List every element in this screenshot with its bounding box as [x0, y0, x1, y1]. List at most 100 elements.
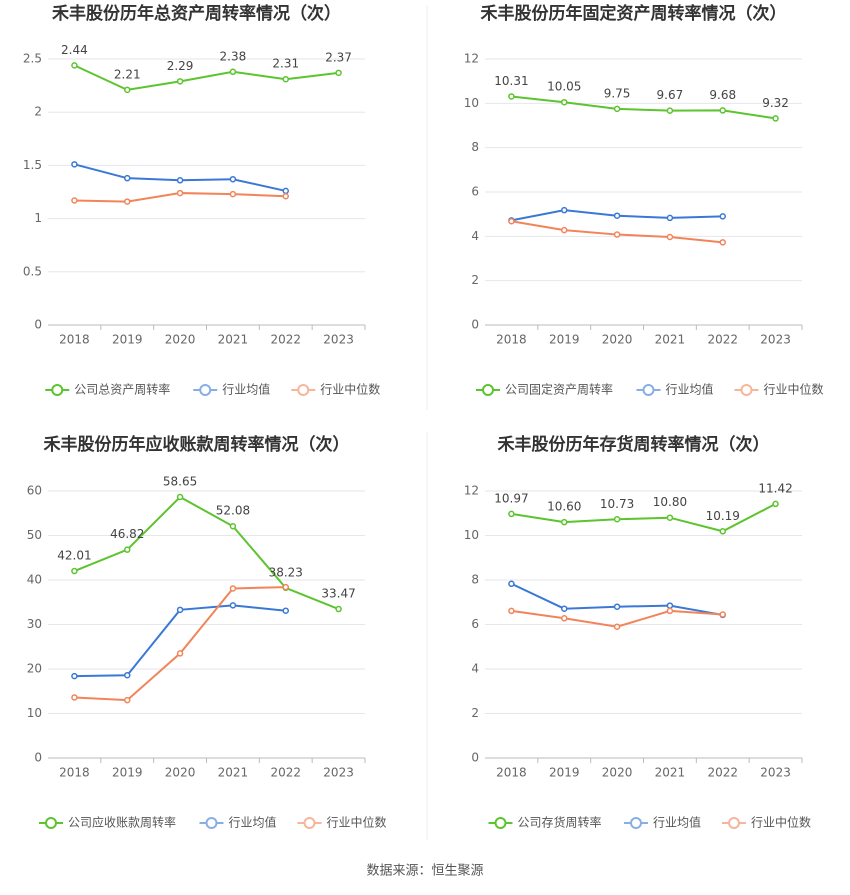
- x-tick-label: 2021: [655, 766, 686, 780]
- legend-label: 公司应收账款周转率: [68, 815, 176, 830]
- data-point: [229, 190, 237, 198]
- data-point: [666, 607, 674, 615]
- data-label: 10.80: [653, 495, 687, 509]
- data-label: 10.73: [600, 497, 634, 511]
- data-label: 33.47: [321, 587, 355, 601]
- x-tick-label: 2022: [707, 333, 738, 347]
- x-tick-label: 2020: [602, 333, 633, 347]
- data-label: 9.32: [762, 96, 789, 110]
- data-point: [71, 197, 78, 204]
- data-label: 10.19: [706, 509, 740, 523]
- data-point: [772, 500, 779, 508]
- x-tick-label: 2018: [59, 766, 90, 780]
- legend-marker: [51, 384, 64, 396]
- data-point: [508, 580, 515, 588]
- y-tick-label: 4: [471, 662, 479, 676]
- data-point: [124, 86, 131, 94]
- data-point: [666, 602, 674, 609]
- series-line: [74, 495, 339, 610]
- data-label: 46.82: [110, 527, 144, 541]
- data-label: 52.08: [216, 504, 250, 518]
- legend-marker: [199, 384, 212, 396]
- data-label: 10.31: [494, 74, 528, 88]
- x-tick-label: 2020: [165, 333, 196, 347]
- data-point: [561, 605, 568, 612]
- x-tick-label: 2021: [218, 333, 249, 347]
- y-tick-label: 2: [471, 706, 479, 720]
- data-point: [229, 175, 237, 183]
- y-tick-label: 20: [27, 662, 42, 676]
- data-label: 2.21: [114, 67, 141, 81]
- legend-marker: [297, 384, 310, 396]
- legend-label: 行业中位数: [320, 382, 380, 397]
- data-point: [719, 239, 726, 246]
- data-point: [229, 522, 237, 530]
- y-tick-label: 6: [471, 617, 479, 631]
- legend-marker: [303, 817, 316, 829]
- data-point: [124, 696, 131, 704]
- x-tick-label: 2023: [323, 766, 354, 780]
- y-tick-label: 0: [471, 751, 479, 765]
- y-tick-label: 12: [464, 52, 479, 66]
- x-tick-label: 2020: [165, 766, 196, 780]
- data-point: [508, 93, 515, 100]
- data-point: [508, 218, 515, 225]
- data-point: [124, 671, 131, 679]
- data-point: [124, 174, 131, 182]
- data-label: 42.01: [57, 549, 91, 563]
- data-point: [613, 105, 621, 113]
- data-point: [229, 585, 237, 592]
- data-point: [282, 583, 289, 591]
- y-tick-label: 2.5: [23, 52, 42, 66]
- data-point: [613, 516, 621, 523]
- y-tick-label: 40: [27, 573, 42, 587]
- data-point: [666, 107, 674, 114]
- chart-title: 禾丰股份历年应收账款周转率情况（次）: [44, 434, 350, 455]
- x-tick-label: 2023: [760, 333, 791, 347]
- data-point: [561, 98, 568, 106]
- chart-title: 禾丰股份历年总资产周转率情况（次）: [52, 3, 341, 24]
- legend-label: 行业中位数: [751, 815, 811, 830]
- data-label: 2.38: [220, 49, 247, 63]
- y-tick-label: 6: [471, 185, 479, 199]
- y-tick-label: 10: [464, 528, 479, 542]
- y-tick-label: 0: [471, 318, 479, 332]
- data-point: [124, 546, 131, 553]
- y-tick-label: 0.5: [23, 264, 42, 278]
- data-label: 58.65: [163, 475, 197, 489]
- data-point: [176, 78, 184, 85]
- series-line: [73, 64, 339, 91]
- data-label: 10.05: [547, 80, 581, 94]
- data-point: [508, 607, 515, 615]
- data-label: 38.23: [269, 565, 303, 579]
- y-tick-label: 2: [471, 273, 479, 287]
- data-point: [613, 623, 621, 630]
- y-tick-label: 1.5: [23, 158, 42, 172]
- data-point: [71, 672, 78, 680]
- legend-marker: [630, 817, 642, 829]
- x-tick-label: 2019: [549, 333, 580, 347]
- data-label: 2.29: [167, 59, 194, 73]
- legend-label: 公司总资产周转率: [74, 382, 170, 397]
- legend-marker: [728, 817, 740, 829]
- chart-title: 禾丰股份历年存货周转率情况（次）: [498, 434, 770, 455]
- legend-marker: [45, 817, 57, 829]
- x-tick-label: 2019: [112, 766, 143, 780]
- x-tick-label: 2018: [59, 333, 90, 347]
- data-point: [229, 602, 237, 609]
- y-tick-label: 0: [34, 318, 42, 332]
- data-point: [666, 233, 674, 241]
- legend-label: 行业均值: [222, 382, 270, 397]
- y-tick-label: 12: [464, 484, 479, 498]
- data-label: 11.42: [758, 481, 792, 495]
- data-label: 9.67: [657, 88, 684, 102]
- data-point: [71, 62, 78, 69]
- data-point: [335, 605, 342, 613]
- data-point: [561, 206, 568, 214]
- data-point: [282, 187, 289, 195]
- data-point: [561, 518, 568, 526]
- x-tick-label: 2020: [602, 766, 633, 780]
- y-tick-label: 1: [34, 211, 42, 225]
- data-label: 10.60: [547, 500, 581, 514]
